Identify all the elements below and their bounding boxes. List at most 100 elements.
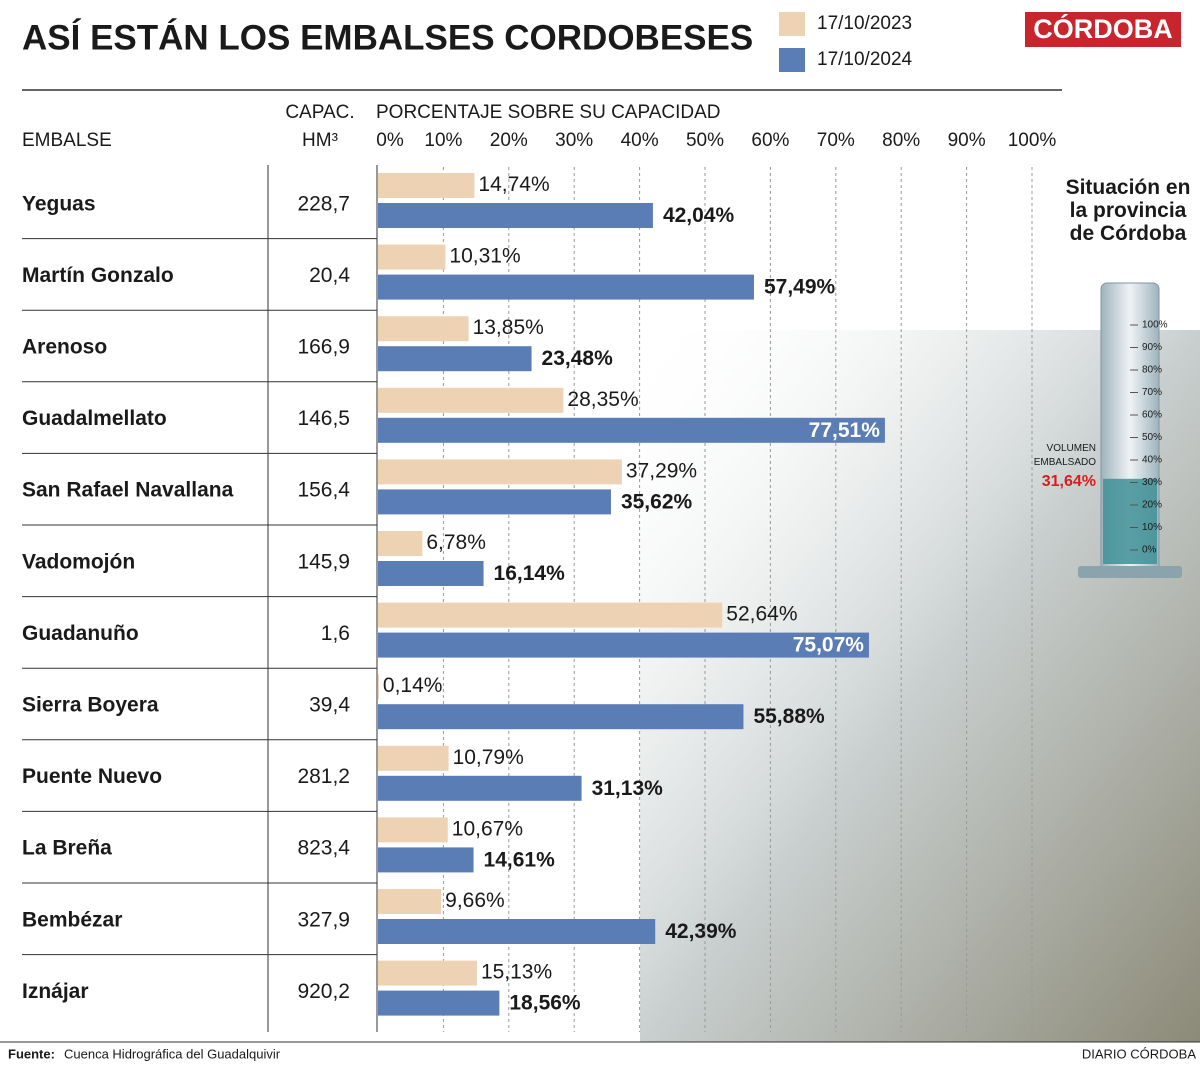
- value-label: 37,29%: [626, 459, 697, 482]
- legend-swatch: [779, 12, 805, 36]
- value-label: 16,14%: [494, 562, 566, 585]
- bar: [378, 632, 869, 658]
- reservoir-name: Guadalmellato: [22, 407, 167, 430]
- capacity: 281,2: [297, 765, 350, 788]
- logo-box: [1025, 12, 1181, 47]
- bar: [378, 817, 448, 843]
- gauge-tick-label: 0%: [1142, 545, 1157, 556]
- x-tick-label: 100%: [1008, 130, 1057, 151]
- value-label: 75,07%: [793, 634, 865, 657]
- value-label: 0,14%: [383, 674, 443, 697]
- bar: [378, 489, 611, 515]
- legend-label: 17/10/2024: [817, 49, 913, 70]
- gauge-tick-label: 30%: [1142, 477, 1162, 488]
- reservoir-name: Puente Nuevo: [22, 765, 162, 788]
- gauge-tick-label: 40%: [1142, 455, 1162, 466]
- x-tick-label: 20%: [490, 130, 528, 151]
- x-tick-label: 0%: [376, 130, 404, 151]
- value-label: 15,13%: [481, 961, 552, 984]
- x-tick-label: 40%: [621, 130, 659, 151]
- value-label: 77,51%: [809, 419, 881, 442]
- capacity: 156,4: [297, 479, 350, 502]
- bar: [378, 704, 744, 730]
- bar: [378, 674, 379, 700]
- value-label: 14,61%: [484, 848, 556, 871]
- bar: [378, 561, 484, 586]
- bar: [378, 745, 449, 771]
- x-tick-label: 60%: [751, 130, 789, 151]
- legend-label: 17/10/2023: [817, 13, 912, 34]
- gauge-tick-label: 20%: [1142, 500, 1162, 511]
- capacity: 1,6: [321, 622, 350, 645]
- reservoir-name: Yeguas: [22, 192, 96, 215]
- bar: [378, 847, 474, 873]
- value-label: 13,85%: [473, 316, 544, 339]
- bar: [378, 531, 423, 556]
- reservoir-name: Sierra Boyera: [22, 694, 159, 717]
- credit: DIARIO CÓRDOBA: [1082, 1046, 1196, 1061]
- gauge-tick-label: 80%: [1142, 365, 1162, 376]
- x-tick-label: 80%: [882, 130, 920, 151]
- bar: [378, 889, 442, 914]
- legend-swatch: [779, 48, 805, 72]
- x-tick-label: 30%: [555, 130, 593, 151]
- capacity: 228,7: [297, 192, 350, 215]
- value-label: 10,79%: [453, 746, 524, 769]
- source: Cuenca Hidrográfica del Guadalquivir: [64, 1046, 281, 1061]
- value-label: 42,39%: [665, 920, 737, 943]
- value-label: 9,66%: [445, 889, 505, 912]
- value-label: 57,49%: [764, 276, 836, 299]
- capacity: 145,9: [297, 550, 350, 573]
- axis-title: PORCENTAJE SOBRE SU CAPACIDAD: [376, 102, 721, 123]
- bar: [378, 244, 446, 270]
- bar: [378, 417, 885, 443]
- value-label: 35,62%: [621, 490, 693, 513]
- bar: [378, 990, 500, 1016]
- source-label: Fuente:: [8, 1046, 55, 1061]
- gauge-tick-label: 70%: [1142, 387, 1162, 398]
- reservoir-name: Guadanuño: [22, 622, 139, 645]
- value-label: 10,67%: [452, 817, 523, 840]
- bar: [378, 316, 469, 342]
- bar: [378, 919, 656, 944]
- chart-title: ASÍ ESTÁN LOS EMBALSES CORDOBESES: [22, 17, 753, 57]
- x-tick-label: 90%: [948, 130, 986, 151]
- capacity: 39,4: [309, 694, 350, 717]
- capacity: 166,9: [297, 336, 350, 359]
- reservoir-name: Arenoso: [22, 336, 107, 359]
- bar: [378, 173, 475, 198]
- capacity: 327,9: [297, 908, 350, 931]
- capacity: 20,4: [309, 264, 350, 287]
- bar: [378, 960, 477, 986]
- value-label: 10,31%: [449, 245, 520, 268]
- bar: [378, 203, 653, 228]
- gauge-tick-label: 100%: [1142, 320, 1168, 331]
- value-label: 6,78%: [426, 531, 486, 554]
- reservoir-name: La Breña: [22, 837, 112, 860]
- bar: [378, 459, 622, 485]
- bar: [378, 346, 532, 372]
- x-tick-label: 70%: [817, 130, 855, 151]
- x-tick-label: 10%: [424, 130, 462, 151]
- gauge-tick-label: 90%: [1142, 342, 1162, 353]
- name-header: EMBALSE: [22, 130, 112, 151]
- value-label: 23,48%: [542, 347, 614, 370]
- bar: [378, 387, 564, 413]
- bar: [378, 602, 723, 628]
- reservoir-name: Vadomojón: [22, 550, 135, 573]
- gauge-tick-label: 50%: [1142, 432, 1162, 443]
- value-label: 55,88%: [753, 705, 825, 728]
- gauge-base: [1078, 566, 1182, 578]
- gauge-value: 31,64%: [1042, 473, 1096, 490]
- value-label: 42,04%: [663, 204, 735, 227]
- value-label: 28,35%: [567, 388, 638, 411]
- capacity: 920,2: [297, 980, 350, 1003]
- gauge-label: VOLUMEN EMBALSADO: [1034, 443, 1096, 468]
- gauge-title: Situación en la provincia de Córdoba: [1065, 176, 1191, 245]
- gauge-tick-label: 60%: [1142, 410, 1162, 421]
- capacity: 146,5: [297, 407, 350, 430]
- capacity-unit: HM³: [302, 130, 338, 151]
- value-label: 18,56%: [509, 992, 581, 1015]
- reservoir-name: San Rafael Navallana: [22, 479, 234, 502]
